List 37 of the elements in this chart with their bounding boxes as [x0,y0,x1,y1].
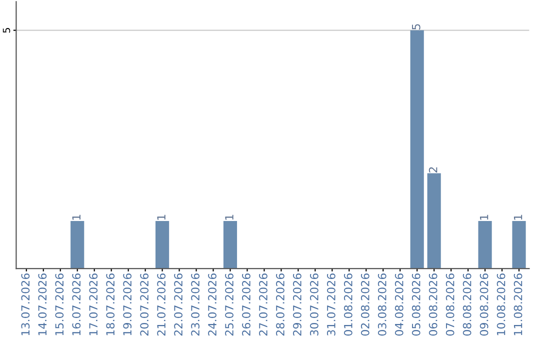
x-tick-label: 23.07.2026 [191,273,200,336]
x-tick-label: 19.07.2026 [123,273,132,336]
x-tick-label: 09.08.2026 [480,273,488,336]
data-label: 1 [225,214,234,220]
x-tick-label: 20.07.2026 [140,273,149,336]
x-tick-label: 07.08.2026 [446,273,454,336]
x-tick-label: 08.08.2026 [462,273,472,336]
x-tick-label: 04.08.2026 [394,273,404,336]
data-label: 1 [480,214,488,220]
x-tick-label: 24.07.2026 [208,273,216,336]
x-tick-label: 21.07.2026 [157,273,166,336]
x-tick-label: 15.07.2026 [55,273,64,336]
x-tick-label: 22.07.2026 [174,273,182,336]
x-tick-label: 13.07.2026 [21,273,30,336]
x-tick-label: 14.07.2026 [38,273,47,336]
x-tick-label: 06.08.2026 [428,273,438,336]
data-label: 5 [412,24,420,30]
x-tick-label: 02.08.2026 [360,273,370,336]
data-label: 1 [514,214,522,220]
x-tick-label: 10.08.2026 [496,273,506,336]
x-tick-label: 03.08.2026 [378,273,386,336]
x-tick-label: 05.08.2026 [412,273,420,336]
x-tick-label: 31.07.2026 [326,273,336,336]
x-tick-label: 27.07.2026 [259,273,268,336]
x-tick-label: 16.07.2026 [72,273,81,336]
x-tick-label: 28.07.2026 [276,273,284,336]
x-tick-label: 18.07.2026 [106,273,115,336]
x-tick-label: 26.07.2026 [242,273,250,336]
x-tick-label: 29.07.2026 [293,273,302,336]
data-label: 1 [72,214,80,220]
data-label: 2 [428,167,438,172]
x-tick-label: 17.07.2026 [89,273,98,336]
data-label: 1 [157,214,166,220]
x-tick-label: 25.07.2026 [225,273,234,336]
x-tick-label: 30.07.2026 [310,273,318,336]
x-tick-label: 11.08.2026 [514,273,522,336]
x-tick-label: 01.08.2026 [344,273,352,336]
